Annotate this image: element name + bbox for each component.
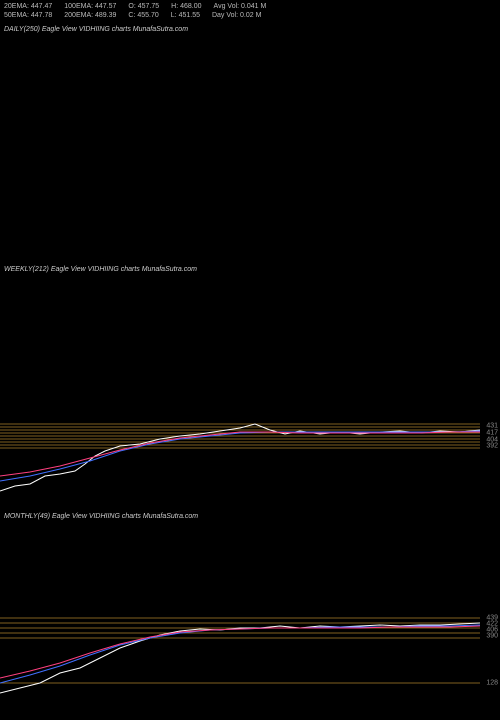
indicator-item: 20EMA: 447.47 [4, 2, 52, 11]
indicator-row-2: 50EMA: 447.78 200EMA: 489.39 C: 455.70 L: 4… [4, 11, 496, 20]
indicator-item: O: 457.75 [128, 2, 159, 11]
indicator-item: Day Vol: 0.02 M [212, 11, 261, 20]
indicator-item: 50EMA: 447.78 [4, 11, 52, 20]
indicator-item: 200EMA: 489.39 [64, 11, 116, 20]
daily-panel-title: DAILY(250) Eagle View VIDHIING charts Mu… [4, 26, 188, 33]
indicator-item: Avg Vol: 0.041 M [214, 2, 267, 11]
weekly-chart: 431417404392 [0, 276, 480, 506]
indicator-item: H: 468.00 [171, 2, 201, 11]
monthly-chart: 439422406390128 [0, 523, 480, 713]
axis-label: 417 [486, 430, 498, 437]
axis-label: 431 [486, 423, 498, 430]
monthly-panel-title: MONTHLY(49) Eagle View VIDHIING charts M… [4, 513, 198, 520]
indicator-bar: 20EMA: 447.47 100EMA: 447.57 O: 457.75 H: 4… [0, 0, 500, 22]
indicator-item: L: 451.55 [171, 11, 200, 20]
indicator-item: 100EMA: 447.57 [64, 2, 116, 11]
axis-label: 390 [486, 633, 498, 640]
axis-label: 128 [486, 680, 498, 687]
axis-label: 392 [486, 443, 498, 450]
indicator-row-1: 20EMA: 447.47 100EMA: 447.57 O: 457.75 H: 4… [4, 2, 496, 11]
indicator-item: C: 455.70 [128, 11, 158, 20]
weekly-panel-title: WEEKLY(212) Eagle View VIDHIING charts M… [4, 266, 197, 273]
